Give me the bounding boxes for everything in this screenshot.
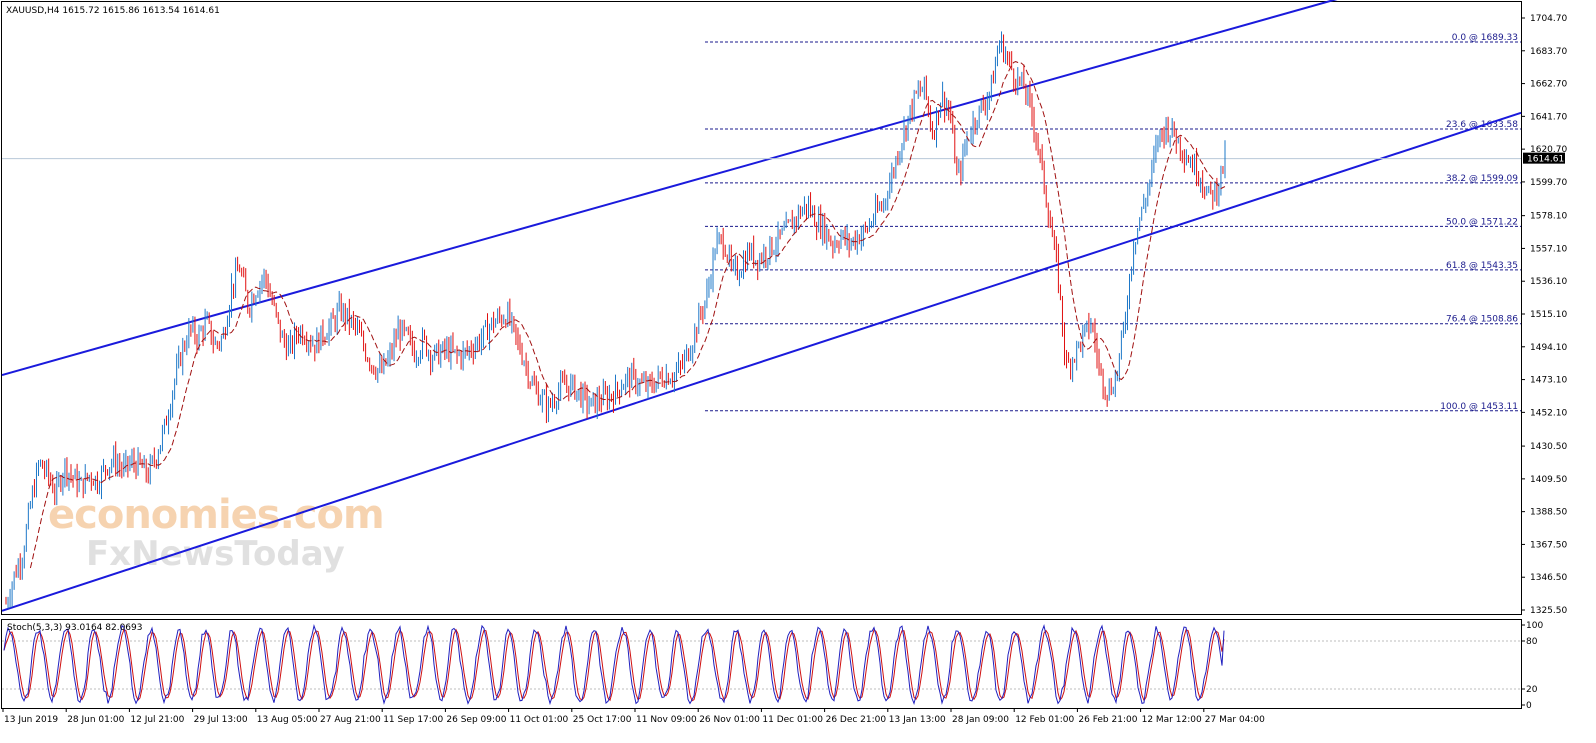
price-tick-label: 1325.50 <box>1530 606 1567 616</box>
time-tick-label: 11 Nov 09:00 <box>636 715 697 725</box>
price-tick-label: 1662.70 <box>1530 80 1567 90</box>
moving-average-line <box>29 61 1226 569</box>
time-tick-label: 27 Aug 21:00 <box>320 715 381 725</box>
stochastic-title: Stoch(5,3,3) 93.0164 82.0693 <box>7 623 142 633</box>
time-tick-label: 26 Sep 09:00 <box>446 715 506 725</box>
time-tick-label: 11 Sep 17:00 <box>383 715 443 725</box>
fib-level-label: 76.4 @ 1508.86 <box>1446 315 1518 325</box>
time-tick-label: 12 Jul 21:00 <box>130 715 184 725</box>
time-tick-label: 28 Jan 09:00 <box>952 715 1009 725</box>
price-tick-label: 1388.50 <box>1530 508 1567 518</box>
stoch-k-line <box>3 623 1225 706</box>
fib-level-label: 100.0 @ 1453.11 <box>1440 402 1518 412</box>
price-tick-label: 1578.10 <box>1530 212 1567 222</box>
fib-level-label: 50.0 @ 1571.22 <box>1446 217 1518 227</box>
time-tick-label: 25 Oct 17:00 <box>573 715 632 725</box>
time-tick-label: 13 Jun 2019 <box>4 715 58 725</box>
time-axis: 13 Jun 2019 28 Jun 01:00 12 Jul 21:00 29 Ju… <box>2 708 1265 725</box>
time-tick-label: 11 Oct 01:00 <box>510 715 569 725</box>
fib-level-label: 61.8 @ 1543.35 <box>1446 261 1518 271</box>
stoch-tick-label: 100 <box>1526 621 1543 631</box>
upper-channel-line <box>1 0 1338 377</box>
price-tick-label: 1494.10 <box>1530 343 1567 353</box>
stochastic-axis: 100 80 20 0 <box>1521 621 1543 711</box>
watermark: economies.com FxNewsToday <box>48 492 385 574</box>
svg-text:economies.com: economies.com <box>48 492 384 538</box>
stoch-tick-label: 20 <box>1526 685 1538 695</box>
price-tick-label: 1557.10 <box>1530 244 1567 254</box>
price-tick-label: 1452.10 <box>1530 408 1567 418</box>
trend-channel <box>1 0 1522 612</box>
time-tick-label: 26 Nov 01:00 <box>699 715 760 725</box>
chart-title: XAUUSD,H4 1615.72 1615.86 1613.54 1614.6… <box>6 6 220 16</box>
price-tick-label: 1599.70 <box>1530 178 1567 188</box>
svg-text:1614.61: 1614.61 <box>1527 155 1564 165</box>
time-tick-label: 12 Feb 01:00 <box>1015 715 1074 725</box>
stoch-tick-label: 80 <box>1526 637 1538 647</box>
fibonacci-levels: 0.0 @ 1689.3323.6 @ 1633.5838.2 @ 1599.0… <box>705 33 1521 412</box>
time-tick-label: 27 Mar 04:00 <box>1205 715 1265 725</box>
time-tick-label: 26 Feb 21:00 <box>1078 715 1137 725</box>
lower-channel-line <box>1 111 1522 612</box>
price-candles <box>5 31 1226 609</box>
price-tick-label: 1683.70 <box>1530 47 1567 57</box>
time-tick-label: 11 Dec 01:00 <box>762 715 823 725</box>
main-chart-frame <box>1 1 1522 615</box>
price-tick-label: 1704.70 <box>1530 14 1567 24</box>
price-axis: 1704.70 1683.70 1662.70 1641.70 1620.70 1599.… <box>1521 14 1567 616</box>
price-tick-label: 1515.10 <box>1530 310 1567 320</box>
fib-level-label: 0.0 @ 1689.33 <box>1452 33 1518 43</box>
fib-level-label: 38.2 @ 1599.09 <box>1446 174 1518 184</box>
price-tick-label: 1430.50 <box>1530 442 1567 452</box>
current-price-tag: 1614.61 <box>1523 152 1565 165</box>
stochastic-oscillator <box>2 623 1521 706</box>
price-tick-label: 1346.50 <box>1530 573 1567 583</box>
price-tick-label: 1536.10 <box>1530 277 1567 287</box>
time-tick-label: 26 Dec 21:00 <box>826 715 887 725</box>
price-tick-label: 1620.70 <box>1530 145 1567 155</box>
time-tick-label: 28 Jun 01:00 <box>67 715 124 725</box>
stoch-tick-label: 0 <box>1526 701 1532 711</box>
price-tick-label: 1409.50 <box>1530 475 1567 485</box>
price-tick-label: 1641.70 <box>1530 112 1567 122</box>
price-tick-label: 1367.50 <box>1530 540 1567 550</box>
time-tick-label: 13 Jan 13:00 <box>889 715 946 725</box>
time-tick-label: 12 Mar 12:00 <box>1142 715 1202 725</box>
time-tick-label: 13 Aug 05:00 <box>257 715 318 725</box>
time-tick-label: 29 Jul 13:00 <box>194 715 248 725</box>
price-tick-label: 1473.10 <box>1530 376 1567 386</box>
